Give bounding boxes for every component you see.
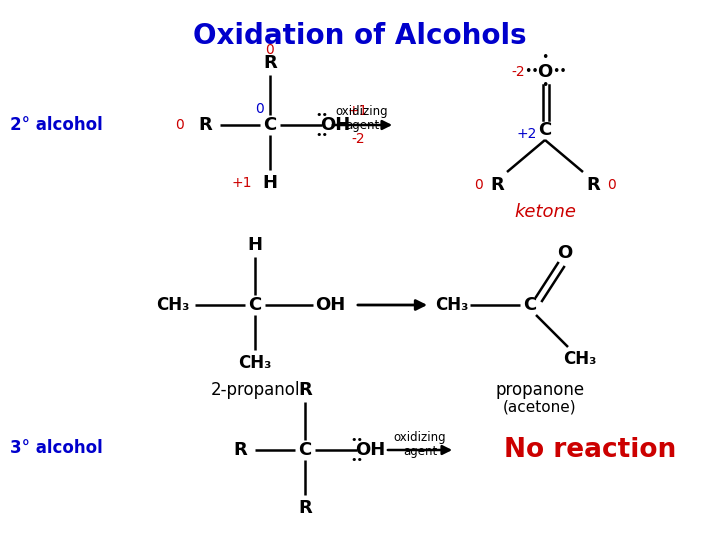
Text: agent: agent: [345, 119, 379, 132]
Text: -2: -2: [511, 65, 525, 79]
Text: 0: 0: [266, 43, 274, 57]
Text: •: •: [541, 51, 549, 64]
Text: C: C: [539, 121, 552, 139]
Text: R: R: [490, 176, 504, 194]
Text: OH: OH: [315, 296, 345, 314]
Text: 0: 0: [176, 118, 184, 132]
Text: CH₃: CH₃: [436, 296, 469, 314]
Text: R: R: [586, 176, 600, 194]
Text: R: R: [298, 381, 312, 399]
Text: CH₃: CH₃: [563, 350, 597, 368]
Text: agent: agent: [403, 444, 437, 457]
Text: C: C: [523, 296, 536, 314]
Text: C: C: [298, 441, 312, 459]
Text: ••: ••: [315, 110, 328, 120]
Text: Oxidation of Alcohols: Oxidation of Alcohols: [193, 22, 527, 50]
Text: CH₃: CH₃: [156, 296, 189, 314]
Text: 0: 0: [474, 178, 483, 192]
Text: +2: +2: [517, 127, 537, 141]
Text: No reaction: No reaction: [504, 437, 676, 463]
Text: propanone: propanone: [495, 381, 585, 399]
Text: H: H: [263, 174, 277, 192]
Text: O: O: [557, 244, 572, 262]
Text: OH: OH: [320, 116, 350, 134]
Text: H: H: [248, 236, 263, 254]
Text: R: R: [298, 499, 312, 517]
Text: -2: -2: [351, 132, 365, 146]
Text: R: R: [198, 116, 212, 134]
Text: ••: ••: [523, 65, 539, 78]
Text: OH: OH: [355, 441, 385, 459]
Text: •: •: [541, 79, 549, 92]
Text: ketone: ketone: [514, 203, 576, 221]
Text: R: R: [233, 441, 247, 459]
Text: O: O: [537, 63, 553, 81]
Text: +1: +1: [232, 176, 252, 190]
Text: ••: ••: [315, 130, 328, 140]
Text: 0: 0: [256, 102, 264, 116]
Text: 2-propanol: 2-propanol: [210, 381, 300, 399]
Text: CH₃: CH₃: [238, 354, 271, 372]
Text: ••: ••: [351, 435, 364, 445]
Text: oxidizing: oxidizing: [394, 430, 446, 443]
Text: oxidizing: oxidizing: [336, 105, 388, 118]
Text: (acetone): (acetone): [503, 400, 577, 415]
Text: ••: ••: [552, 65, 567, 78]
Text: +1: +1: [348, 104, 368, 118]
Text: 3° alcohol: 3° alcohol: [10, 439, 103, 457]
Text: 0: 0: [607, 178, 616, 192]
Text: C: C: [248, 296, 261, 314]
Text: ••: ••: [351, 455, 364, 465]
Text: R: R: [263, 54, 277, 72]
Text: C: C: [264, 116, 276, 134]
Text: 2° alcohol: 2° alcohol: [10, 116, 103, 134]
